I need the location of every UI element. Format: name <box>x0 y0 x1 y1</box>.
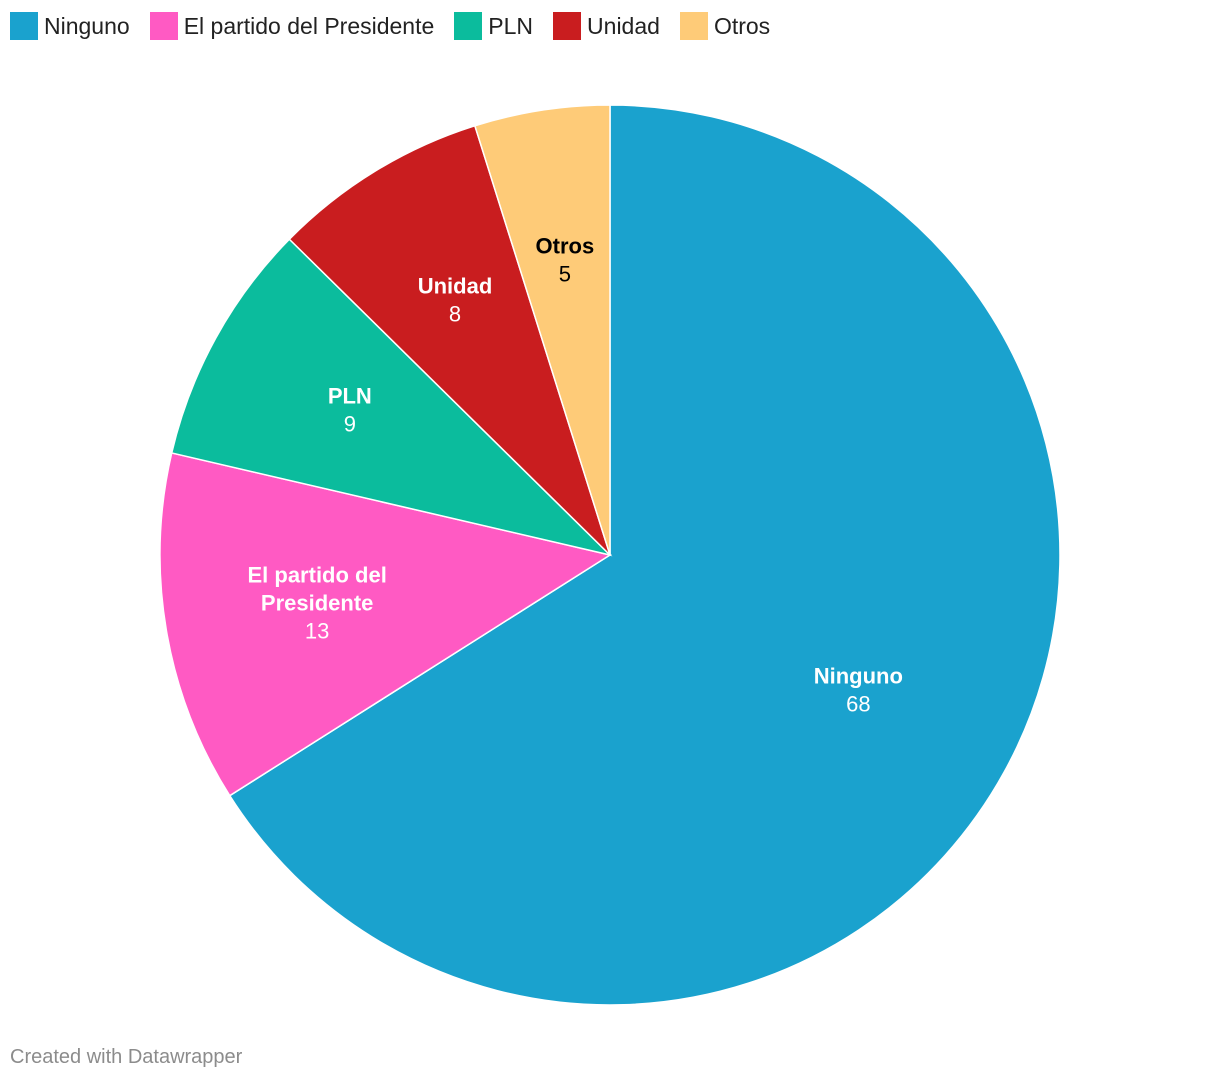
legend-label: El partido del Presidente <box>183 12 435 39</box>
legend-swatch <box>553 12 582 40</box>
slice-value: 13 <box>305 618 329 643</box>
pie-slice <box>159 452 612 797</box>
slice-value: 8 <box>449 301 461 326</box>
legend-label: Ninguno <box>44 12 130 39</box>
slice-label: Otros <box>536 233 595 258</box>
slice-value: 5 <box>559 261 571 286</box>
legend-swatch <box>149 12 178 40</box>
slice-label: Presidente <box>261 590 374 615</box>
legend-label: Otros <box>713 12 771 39</box>
slice-label: Ninguno <box>814 664 903 689</box>
legend-item: Ninguno <box>10 12 130 40</box>
slice-value: 9 <box>344 412 356 437</box>
pie-slice <box>473 104 611 556</box>
legend-swatch <box>679 12 708 40</box>
legend-item: Otros <box>679 12 771 40</box>
pie-slice <box>170 238 613 557</box>
legend-item: PLN <box>454 12 533 40</box>
legend-swatch <box>10 12 38 40</box>
slice-label: El partido del <box>247 562 386 587</box>
legend-label: Unidad <box>587 12 660 39</box>
legend-item: El partido del Presidente <box>149 12 435 40</box>
slice-label: Unidad <box>418 273 493 298</box>
slice-label: PLN <box>328 384 372 409</box>
legend: Ninguno El partido del Presidente PLN Unida… <box>10 10 790 42</box>
legend-swatch <box>454 12 483 40</box>
slice-value: 68 <box>846 692 870 717</box>
legend-item: Unidad <box>553 12 660 40</box>
pie-slice <box>228 104 1061 1006</box>
credit-text: Created with Datawrapper <box>10 1046 243 1068</box>
pie-slice <box>288 124 611 556</box>
legend-label: PLN <box>488 12 534 39</box>
